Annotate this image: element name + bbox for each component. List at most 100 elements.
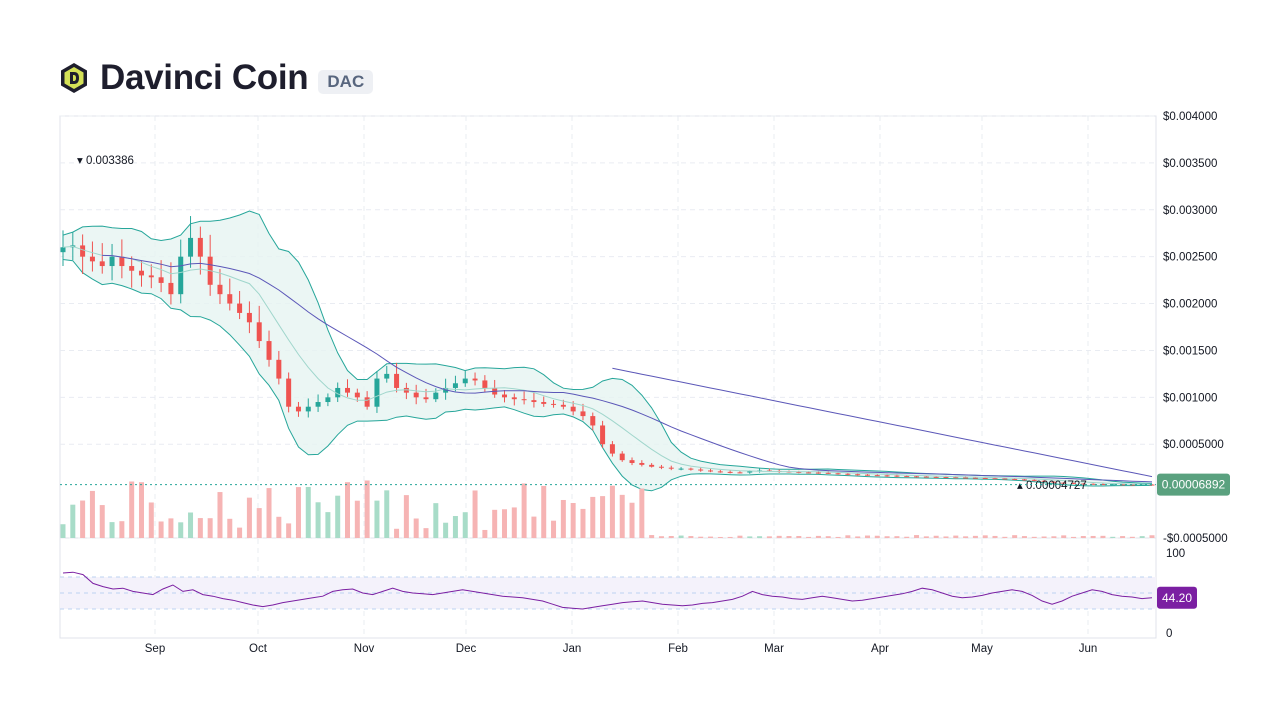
time-tick-label: May	[971, 643, 993, 655]
candle-body	[835, 473, 841, 475]
volume-bar	[1041, 536, 1047, 538]
volume-bar	[501, 509, 507, 538]
candle-body	[109, 256, 115, 267]
volume-bar	[276, 516, 282, 538]
volume-bar	[747, 536, 753, 538]
volume-bar	[1051, 536, 1057, 538]
candle-body	[1061, 482, 1067, 484]
volume-bar	[89, 490, 95, 538]
price-tick-label: $0.002000	[1163, 299, 1217, 311]
volume-bar	[864, 535, 870, 538]
volume-bar	[815, 535, 821, 538]
candle-body	[482, 380, 488, 388]
volume-bar	[403, 495, 409, 538]
candle-body	[138, 270, 144, 276]
candle-body	[688, 468, 694, 470]
volume-bar	[609, 485, 615, 538]
volume-bar	[70, 504, 76, 538]
bollinger-band-fill	[63, 211, 1152, 491]
candle-body	[1071, 483, 1077, 485]
volume-bar	[570, 503, 576, 538]
volume-bar	[1071, 536, 1077, 538]
volume-bar	[688, 536, 694, 538]
candle-body	[894, 475, 900, 477]
volume-bars	[60, 480, 1155, 538]
volume-bar	[953, 535, 959, 538]
candle-body	[639, 462, 645, 465]
candle-body	[1129, 484, 1135, 486]
candle-body	[884, 475, 890, 477]
volume-bar	[364, 480, 370, 538]
candle-body	[845, 473, 851, 475]
volume-bar	[462, 512, 468, 538]
volume-bar	[1100, 535, 1106, 538]
volume-bar	[992, 535, 998, 538]
candle-body	[806, 472, 812, 474]
candle-body	[914, 476, 920, 478]
volume-bar	[590, 496, 596, 538]
candle-body	[717, 471, 723, 473]
candle-body	[188, 237, 194, 257]
candle-body	[168, 282, 174, 295]
volume-bar	[335, 495, 341, 538]
candle-body	[541, 402, 547, 404]
volume-bar	[138, 482, 144, 538]
candle-body	[501, 394, 507, 398]
volume-bar	[639, 488, 645, 538]
candle-body	[580, 411, 586, 417]
volume-bar	[766, 536, 772, 538]
candle-body	[521, 399, 527, 401]
volume-bar	[511, 507, 517, 538]
candle-body	[1110, 484, 1116, 486]
volume-bar	[413, 518, 419, 538]
candle-body	[1051, 481, 1057, 483]
candle-body	[609, 444, 615, 454]
volume-bar	[433, 503, 439, 538]
candle-body	[874, 475, 880, 477]
volume-bar	[658, 536, 664, 538]
price-tick-label: $0.002500	[1163, 252, 1217, 264]
low-price-marker: ▴ 0.00004727	[1017, 480, 1087, 492]
volume-bar	[531, 516, 537, 538]
volume-bar	[600, 496, 606, 538]
volume-bar	[835, 536, 841, 538]
rsi-top-label: 100	[1166, 548, 1185, 560]
candle-body	[796, 471, 802, 473]
candle-body	[217, 284, 223, 295]
moving-average-slow-line	[102, 254, 1153, 483]
candle-body	[629, 460, 635, 463]
volume-bar	[1120, 536, 1126, 538]
last-price-label: 0.00006892	[1162, 478, 1226, 492]
volume-bar	[452, 516, 458, 538]
volume-bar	[394, 528, 400, 538]
volume-bar	[776, 535, 782, 538]
volume-bar	[1031, 536, 1037, 538]
volume-bar	[178, 522, 184, 538]
davinci-coin-logo-icon	[61, 63, 87, 93]
rsi-bottom-label: 0	[1166, 628, 1172, 640]
volume-bar	[99, 505, 105, 538]
volume-bar	[874, 535, 880, 538]
volume-bar	[923, 536, 929, 538]
candle-body	[511, 397, 517, 400]
volume-bar	[158, 521, 164, 538]
candle-body	[394, 373, 400, 388]
volume-bar	[1002, 536, 1008, 538]
candle-body	[560, 404, 566, 407]
moving-average-long-line	[612, 367, 1153, 478]
volume-bar	[757, 536, 763, 538]
volume-bar	[492, 509, 498, 538]
time-tick-label: Oct	[249, 643, 268, 655]
candle-body	[452, 383, 458, 388]
volume-bar	[472, 490, 478, 538]
candle-body	[433, 392, 439, 400]
price-tick-label: $0.004000	[1163, 111, 1217, 123]
volume-bar	[384, 490, 390, 538]
volume-bar	[482, 529, 488, 538]
candle-body	[286, 378, 292, 407]
volume-bar	[188, 512, 194, 538]
volume-bar	[933, 535, 939, 538]
volume-bar	[1012, 535, 1018, 538]
candle-body	[1021, 479, 1027, 481]
